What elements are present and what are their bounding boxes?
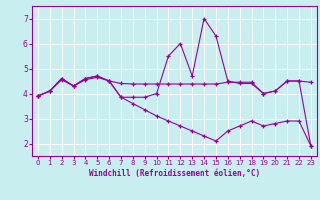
X-axis label: Windchill (Refroidissement éolien,°C): Windchill (Refroidissement éolien,°C) <box>89 169 260 178</box>
